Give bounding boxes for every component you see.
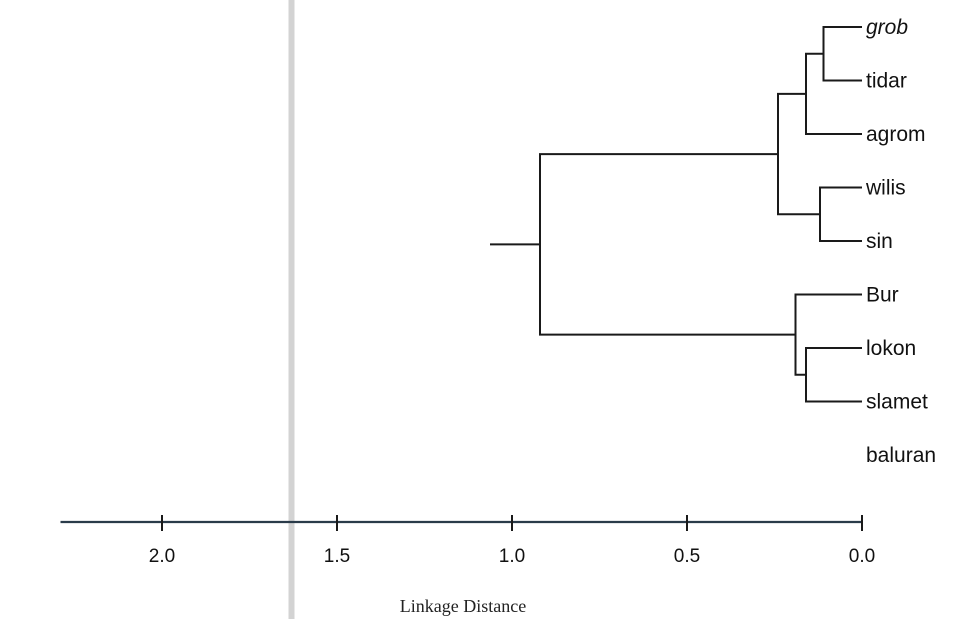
reference-layer xyxy=(288,0,295,619)
leaf-label-grob: grob xyxy=(866,16,908,39)
leaf-label-slamet: slamet xyxy=(866,391,928,414)
x-tick-label: 1.0 xyxy=(499,546,525,567)
dendrogram-link-2 xyxy=(819,186,862,242)
dendrogram-link-3 xyxy=(805,347,862,403)
x-axis-label: Linkage Distance xyxy=(400,596,526,616)
dendrogram-link-4 xyxy=(805,52,862,135)
leaf-label-agrom: agrom xyxy=(866,123,926,146)
leaf-label-tidar: tidar xyxy=(866,70,907,93)
dendrogram-links xyxy=(490,26,862,403)
x-tick-label: 2.0 xyxy=(149,546,175,567)
dendrogram-link-7 xyxy=(539,153,796,336)
x-tick-label: 0.0 xyxy=(849,546,875,567)
dendrogram-link-1 xyxy=(822,26,862,82)
leaf-label-sin: sin xyxy=(866,230,893,253)
x-axis: 2.0 1.5 1.0 0.5 0.0 xyxy=(60,515,875,567)
reference-line xyxy=(288,0,295,619)
leaf-label-bur: Bur xyxy=(866,284,899,307)
x-tick-label: 0.5 xyxy=(674,546,700,567)
leaf-label-baluran: baluran xyxy=(866,444,936,467)
leaf-label-lokon: lokon xyxy=(866,337,916,360)
leaf-label-wilis: wilis xyxy=(865,177,906,200)
leaf-labels: grob tidar agrom wilis sin Bur lokon slamet balu… xyxy=(865,16,936,467)
dendrogram-link-6 xyxy=(777,92,820,216)
x-tick-label: 1.5 xyxy=(324,546,350,567)
